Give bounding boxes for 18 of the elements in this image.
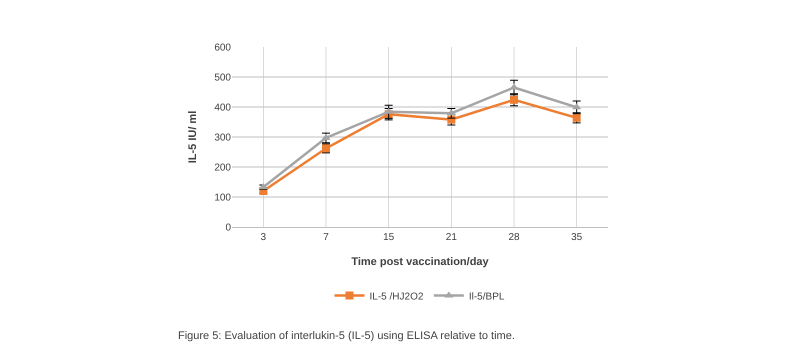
x-tick-label: 7	[323, 232, 330, 243]
y-axis-title: IL-5 IU/ ml	[186, 110, 199, 164]
y-tick-label: 400	[214, 102, 232, 114]
x-tick-label: 28	[508, 232, 520, 243]
y-tick-label: 500	[214, 72, 232, 84]
x-axis-title: Time post vaccination/day	[351, 256, 490, 268]
y-tick-label: 100	[214, 192, 232, 204]
x-tick-label: 21	[446, 232, 458, 243]
x-tick-label: 15	[383, 232, 395, 243]
x-tick-label: 35	[571, 232, 583, 243]
y-tick-label: 300	[214, 132, 232, 144]
legend-label: Il-5/BPL	[468, 291, 505, 302]
y-tick-label: 600	[214, 42, 232, 54]
caption: Figure 5: Evaluation of interlukin-5 (IL-5) using ELISA relative to time.	[178, 330, 515, 342]
y-tick-label: 200	[214, 162, 232, 174]
y-tick-label: 0	[225, 222, 232, 234]
x-tick-label: 3	[260, 232, 267, 243]
legend-label: IL-5 /HJ2O2	[370, 291, 424, 302]
